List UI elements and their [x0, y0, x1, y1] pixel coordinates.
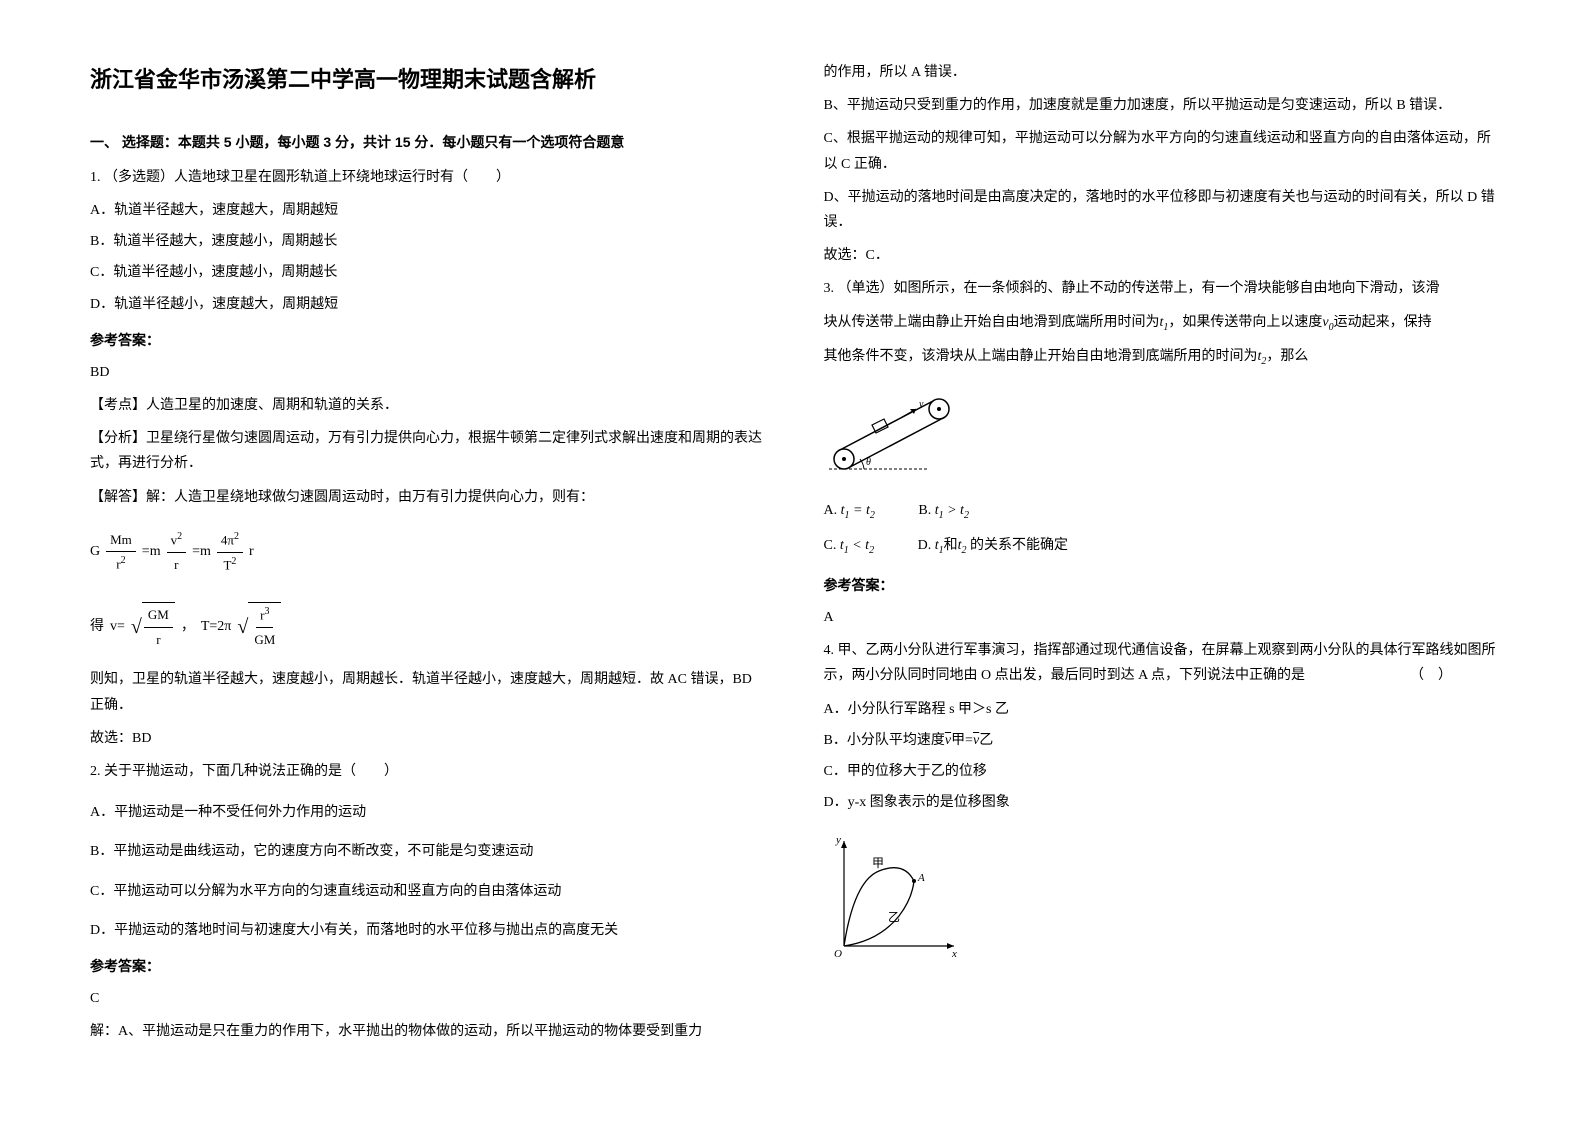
svg-text:v: v — [919, 399, 924, 410]
q3-option-d: D. t1和t2 的关系不能确定 — [918, 533, 1068, 560]
q3-optb-label: B. — [918, 503, 931, 518]
q1-kaodian: 【考点】人造卫星的加速度、周期和轨道的关系． — [90, 393, 764, 418]
q4-option-d: D．y-x 图象表示的是位移图象 — [824, 790, 1498, 815]
q4-option-c: C．甲的位移大于乙的位移 — [824, 759, 1498, 784]
svg-text:A: A — [917, 872, 925, 884]
q4-figure: y x O 甲 乙 A — [824, 831, 1498, 970]
formula-sqrt-gm-r: √ GM r — [131, 602, 175, 651]
q2-jie-b: B、平抛运动只受到重力的作用，加速度就是重力加速度，所以平抛运动是匀变速运动，所… — [824, 93, 1498, 118]
q3-stem-p3-a: 其他条件不变，该滑块从上端由静止开始自由地滑到底端所用的时间为 — [824, 349, 1258, 364]
q2-stem: 2. 关于平抛运动，下面几种说法正确的是（ ） — [90, 759, 764, 784]
svg-text:x: x — [951, 948, 957, 960]
q3-option-b: B. t1 > t2 — [918, 498, 969, 525]
q4-optb-b: 甲= — [951, 733, 973, 748]
q3-stem-p3-b: ，那么 — [1266, 349, 1308, 364]
section-1-heading: 一、 选择题：本题共 5 小题，每小题 3 分，共计 15 分．每小题只有一个选… — [90, 130, 764, 155]
q1-answer: BD — [90, 360, 764, 385]
q3-options-row1: A. t1 = t2 B. t1 > t2 — [824, 498, 1498, 525]
q4-optb-c: 乙 — [979, 733, 993, 748]
formula-eq-m-2: =m — [192, 539, 211, 564]
q3-opta-label: A. — [824, 503, 838, 518]
formula-sqrt-r3-gm: √ r3 GM — [237, 602, 281, 651]
formula-comma: ， — [181, 614, 195, 639]
q3-optc-label: C. — [824, 538, 837, 553]
q2-jie-c: C、根据平抛运动的规律可知，平抛运动可以分解为水平方向的匀速直线运动和竖直方向的… — [824, 126, 1498, 176]
q3-option-a: A. t1 = t2 — [824, 498, 875, 525]
q1-option-a: A．轨道半径越大，速度越大，周期越短 — [90, 198, 764, 223]
q1-jieda-1: 【解答】解：人造卫星绕地球做匀速圆周运动时，由万有引力提供向心力，则有： — [90, 485, 764, 510]
q3-optd-c: 的关系不能确定 — [970, 538, 1068, 553]
q1-guxuan: 故选：BD — [90, 726, 764, 751]
formula-frac-4pi2-t2: 4π2 T2 — [217, 528, 243, 576]
q3-stem-p2-a: 块从传送带上端由静止开始自由地滑到底端所用时间为 — [824, 315, 1160, 330]
q3-optd-t1: t1 — [935, 538, 944, 553]
formula-term-g: G — [90, 539, 100, 564]
conveyor-belt-diagram: v θ — [824, 389, 974, 479]
q1-formula-1: G Mm r2 =m v2 r =m 4π2 T2 r — [90, 528, 764, 582]
q3-opta-expr: t1 = t2 — [841, 503, 875, 518]
left-column: 浙江省金华市汤溪第二中学高一物理期末试题含解析 一、 选择题：本题共 5 小题，… — [90, 60, 764, 1062]
formula-eq-m: =m — [142, 539, 161, 564]
q3-v0: v0 — [1322, 315, 1333, 330]
document-title: 浙江省金华市汤溪第二中学高一物理期末试题含解析 — [90, 60, 764, 100]
q4-optb-a: B．小分队平均速度 — [824, 733, 945, 748]
q3-optd-a: D. — [918, 538, 932, 553]
formula-t-eq: T=2π — [201, 614, 232, 639]
q2-guxuan: 故选：C． — [824, 243, 1498, 268]
q3-optd-t2: t2 — [958, 538, 967, 553]
q1-stem: 1. （多选题）人造地球卫星在圆形轨道上环绕地球运行时有（ ） — [90, 165, 764, 190]
q3-figure: v θ — [824, 389, 1498, 488]
q2-jie-a-part1: 解：A、平抛运动是只在重力的作用下，水平抛出的物体做的运动，所以平抛运动的物体要… — [90, 1019, 764, 1044]
q1-option-b: B．轨道半径越大，速度越小，周期越长 — [90, 229, 764, 254]
q1-formula-2: 得 v= √ GM r ， T=2π √ r3 GM — [90, 602, 764, 657]
right-column: 的作用，所以 A 错误． B、平抛运动只受到重力的作用，加速度就是重力加速度，所… — [824, 60, 1498, 1062]
q4-stem: 4. 甲、乙两小分队进行军事演习，指挥部通过现代通信设备，在屏幕上观察到两小分队… — [824, 638, 1498, 688]
q2-option-c: C．平抛运动可以分解为水平方向的匀速直线运动和竖直方向的自由落体运动 — [90, 879, 764, 904]
q1-option-d: D．轨道半径越小，速度越大，周期越短 — [90, 292, 764, 317]
q2-option-a: A．平抛运动是一种不受任何外力作用的运动 — [90, 800, 764, 825]
q3-stem-p2-b: ，如果传送带向上以速度 — [1168, 315, 1322, 330]
q3-stem-p1: 3. （单选）如图所示，在一条倾斜的、静止不动的传送带上，有一个滑块能够自由地向… — [824, 276, 1498, 301]
q3-stem-p2-c: 运动起来，保持 — [1334, 315, 1432, 330]
q2-answer: C — [90, 986, 764, 1011]
formula-frac-v2-r: v2 r — [167, 528, 187, 576]
svg-text:θ: θ — [866, 457, 871, 468]
q1-fenxi: 【分析】卫星绕行星做匀速圆周运动，万有引力提供向心力，根据牛顿第二定律列式求解出… — [90, 426, 764, 476]
formula-v-eq: v= — [110, 614, 125, 639]
q2-jie-a-part2: 的作用，所以 A 错误． — [824, 60, 1498, 85]
svg-text:O: O — [834, 948, 842, 960]
formula-line-2: 得 v= √ GM r ， T=2π √ r3 GM — [90, 602, 764, 651]
q2-answer-label: 参考答案： — [90, 955, 764, 980]
q3-optc-expr: t1 < t2 — [840, 538, 874, 553]
q3-optd-b: 和 — [944, 538, 958, 553]
q1-jieda-2: 则知，卫星的轨道半径越大，速度越小，周期越长．轨道半径越小，速度越大，周期越短．… — [90, 667, 764, 717]
formula-frac-mm-r2: Mm r2 — [106, 528, 136, 576]
q2-option-d: D．平抛运动的落地时间与初速度大小有关，而落地时的水平位移与抛出点的高度无关 — [90, 918, 764, 943]
q3-answer-label: 参考答案： — [824, 574, 1498, 599]
svg-text:甲: 甲 — [872, 856, 884, 870]
svg-text:乙: 乙 — [888, 910, 900, 924]
q3-options-row2: C. t1 < t2 D. t1和t2 的关系不能确定 — [824, 533, 1498, 560]
q3-optb-expr: t1 > t2 — [935, 503, 969, 518]
formula-line-1: G Mm r2 =m v2 r =m 4π2 T2 r — [90, 528, 764, 576]
q4-option-b: B．小分队平均速度v甲=v乙 — [824, 728, 1498, 753]
q2-jie-d: D、平抛运动的落地时间是由高度决定的，落地时的水平位移即与初速度有关也与运动的时… — [824, 185, 1498, 235]
q1-option-c: C．轨道半径越小，速度越小，周期越长 — [90, 260, 764, 285]
q3-answer: A — [824, 605, 1498, 630]
formula-r: r — [249, 539, 254, 564]
q1-answer-label: 参考答案： — [90, 329, 764, 354]
q3-stem-p3: 其他条件不变，该滑块从上端由静止开始自由地滑到底端所用的时间为t2，那么 — [824, 344, 1498, 371]
formula-de: 得 — [90, 614, 104, 639]
svg-text:y: y — [835, 834, 841, 846]
q4-option-a: A．小分队行军路程 s 甲＞s 乙 — [824, 697, 1498, 722]
q2-option-b: B．平抛运动是曲线运动，它的速度方向不断改变，不可能是匀变速运动 — [90, 839, 764, 864]
yx-path-graph: y x O 甲 乙 A — [824, 831, 964, 961]
q3-option-c: C. t1 < t2 — [824, 533, 875, 560]
q3-stem-p2: 块从传送带上端由静止开始自由地滑到底端所用时间为t1，如果传送带向上以速度v0运… — [824, 310, 1498, 337]
